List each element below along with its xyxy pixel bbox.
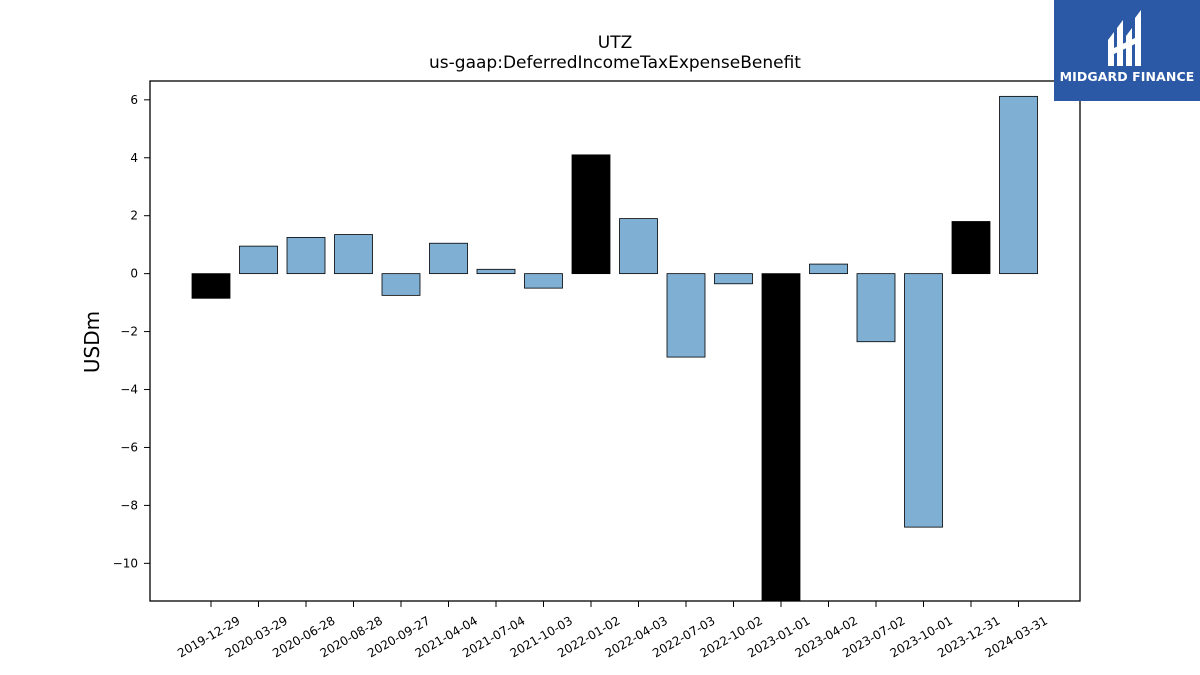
bar-2020-08-28 (334, 234, 373, 275)
y-tick-label: 0 (130, 267, 138, 281)
bar-2020-09-27 (381, 273, 421, 296)
chart-title: UTZ (598, 33, 632, 53)
bar-2023-07-02 (856, 273, 896, 343)
bar-2024-03-31 (999, 95, 1038, 275)
bar-2023-01-01 (761, 273, 801, 602)
bar-2019-12-29 (191, 273, 231, 299)
y-axis-ticks: 6 4 2 0 −2 −4 −6 −8 −10 (113, 93, 150, 570)
bar-2022-07-03 (666, 273, 706, 358)
bar-2020-06-28 (286, 237, 326, 275)
bar-2022-10-02 (714, 273, 753, 285)
y-tick-label: −8 (120, 498, 138, 512)
bar-2023-10-01 (904, 273, 943, 528)
bar-2023-04-02 (809, 263, 848, 275)
y-tick-label: −4 (120, 383, 138, 397)
y-tick-label: −6 (120, 440, 138, 454)
y-axis-label: USDm (80, 311, 104, 373)
y-tick-label: −10 (113, 556, 138, 570)
bar-2021-04-04 (429, 242, 468, 275)
y-tick-label: 4 (130, 151, 138, 165)
bars-group (191, 95, 1038, 602)
logo-text: MIDGARD FINANCE (1059, 69, 1195, 84)
bar-2023-12-31 (951, 221, 991, 275)
midgard-finance-logo: MIDGARD FINANCE (1054, 0, 1200, 101)
bar-2021-10-03 (524, 273, 563, 289)
chart-subtitle: us-gaap:DeferredIncomeTaxExpenseBenefit (429, 53, 801, 73)
y-tick-label: 2 (130, 209, 138, 223)
y-tick-label: 6 (130, 93, 138, 107)
bar-2022-04-03 (619, 218, 658, 275)
bar-2020-03-29 (239, 245, 278, 275)
midgard-logo-icon (1108, 10, 1141, 66)
x-axis-ticks: 2019-12-292020-03-292020-06-282020-08-28… (175, 601, 1050, 660)
plot-frame (149, 80, 1081, 602)
y-tick-label: −2 (120, 325, 138, 339)
bar-2022-01-02 (571, 154, 611, 275)
bar-2021-07-04 (476, 268, 516, 275)
